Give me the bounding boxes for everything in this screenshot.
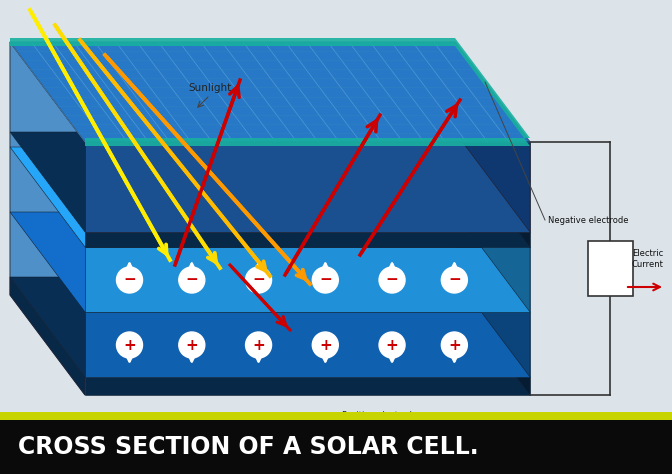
Polygon shape [10,212,530,312]
Text: −: − [252,273,265,288]
Text: +: + [252,337,265,353]
Polygon shape [10,38,530,146]
Polygon shape [10,42,530,142]
Circle shape [442,267,467,293]
Circle shape [379,267,405,293]
Polygon shape [10,277,85,395]
Circle shape [116,267,142,293]
Circle shape [116,332,142,358]
Text: +: + [185,337,198,353]
Polygon shape [455,212,530,377]
Circle shape [245,267,271,293]
Text: Positive electrode: Positive electrode [343,410,417,419]
Text: +: + [386,337,398,353]
Text: −: − [448,273,461,288]
Circle shape [245,332,271,358]
Bar [0,412,672,420]
Text: −: − [386,273,398,288]
Text: CROSS SECTION OF A SOLAR CELL.: CROSS SECTION OF A SOLAR CELL. [18,435,478,459]
Circle shape [179,267,205,293]
Polygon shape [85,377,530,395]
Polygon shape [10,42,85,395]
Polygon shape [10,147,530,247]
Circle shape [179,332,205,358]
Circle shape [312,267,338,293]
Bar [0,420,672,474]
Text: −: − [185,273,198,288]
Bar [588,241,633,296]
Polygon shape [455,277,530,395]
Circle shape [379,332,405,358]
Text: Negative electrode: Negative electrode [548,216,628,225]
Polygon shape [85,232,530,247]
Text: Sunlight: Sunlight [188,83,232,93]
Polygon shape [10,277,530,377]
Text: −: − [319,273,332,288]
Text: +: + [319,337,332,353]
Polygon shape [455,132,530,247]
Polygon shape [10,132,530,232]
Polygon shape [455,147,530,312]
Polygon shape [85,142,530,232]
Text: −: − [123,273,136,288]
Polygon shape [85,247,530,312]
Polygon shape [85,312,530,377]
Text: +: + [448,337,461,353]
Text: +: + [123,337,136,353]
Text: Electric
Current: Electric Current [632,249,664,269]
Circle shape [442,332,467,358]
Polygon shape [455,42,530,232]
Circle shape [312,332,338,358]
